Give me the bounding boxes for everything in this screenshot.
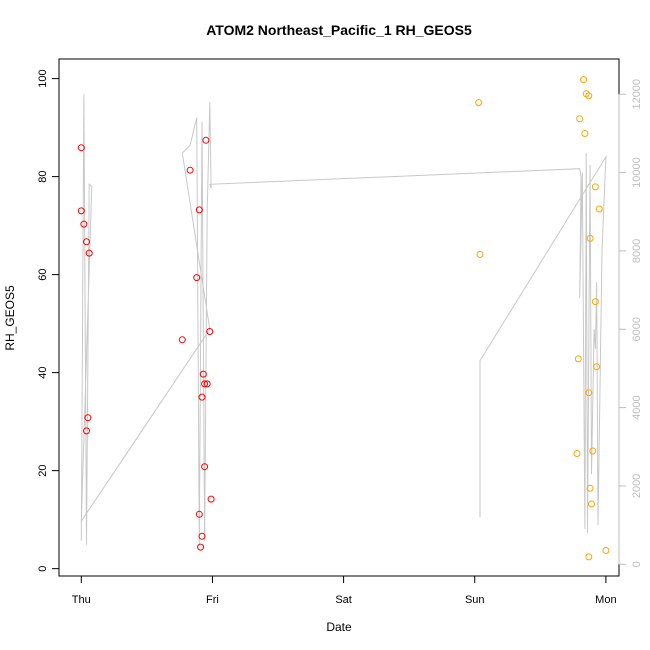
data-point bbox=[586, 484, 594, 492]
data-point bbox=[85, 249, 93, 257]
data-point bbox=[573, 450, 581, 457]
y2-tick-label: 0 bbox=[631, 561, 643, 567]
data-point bbox=[591, 183, 599, 191]
y-tick-label: 80 bbox=[37, 170, 49, 182]
altitude-line bbox=[80, 94, 607, 545]
chart-title: ATOM2 Northeast_Pacific_1 RH_GEOS5 bbox=[206, 22, 472, 38]
data-point bbox=[77, 144, 85, 152]
altitude-line-layer bbox=[80, 94, 607, 545]
data-point bbox=[198, 393, 206, 401]
data-point bbox=[80, 220, 88, 228]
data-point bbox=[589, 447, 597, 455]
x-tick-label: Fri bbox=[206, 594, 219, 606]
data-point bbox=[195, 510, 203, 518]
y2-axis: 0 2000 4000 6000 8000 10000 12000 bbox=[618, 79, 643, 567]
data-point bbox=[199, 370, 207, 378]
data-point bbox=[576, 115, 584, 123]
data-point bbox=[591, 298, 599, 306]
plot-area-frame bbox=[58, 58, 620, 577]
x-tick-label: Thu bbox=[72, 594, 91, 606]
data-point bbox=[203, 380, 211, 388]
data-point bbox=[585, 389, 593, 397]
data-point bbox=[574, 355, 582, 363]
y-axis: 0 20 40 60 80 100 bbox=[37, 69, 60, 572]
data-point bbox=[201, 380, 209, 388]
data-point bbox=[581, 130, 589, 137]
x-axis: Thu Fri Sat Sun Mon bbox=[72, 575, 617, 606]
y-tick-label: 60 bbox=[37, 268, 49, 280]
y-tick-label: 100 bbox=[37, 69, 49, 87]
y2-tick-label: 10000 bbox=[631, 157, 643, 188]
y2-tick-label: 12000 bbox=[631, 79, 643, 110]
data-point bbox=[580, 76, 588, 84]
data-point bbox=[195, 206, 203, 214]
data-point bbox=[475, 99, 483, 107]
data-point bbox=[588, 500, 595, 508]
data-point bbox=[586, 234, 594, 242]
data-point bbox=[186, 166, 194, 174]
data-point bbox=[206, 328, 214, 335]
y2-tick-label: 2000 bbox=[631, 474, 643, 498]
data-point bbox=[178, 336, 186, 344]
y2-tick-label: 6000 bbox=[631, 317, 643, 341]
x-tick-label: Sat bbox=[335, 594, 352, 606]
data-point bbox=[83, 238, 90, 246]
x-axis-label: Date bbox=[326, 620, 352, 634]
data-point bbox=[585, 553, 593, 561]
x-tick-label: Mon bbox=[595, 594, 616, 606]
data-point bbox=[202, 136, 210, 144]
data-point bbox=[593, 363, 601, 371]
y-axis-label: RH_GEOS5 bbox=[3, 285, 17, 351]
y2-tick-label: 4000 bbox=[631, 395, 643, 419]
data-point bbox=[602, 547, 610, 554]
data-point bbox=[197, 543, 205, 551]
data-point bbox=[193, 274, 201, 282]
data-point bbox=[201, 463, 209, 471]
data-point bbox=[198, 532, 206, 540]
data-point bbox=[77, 207, 85, 215]
data-point bbox=[84, 414, 92, 422]
data-point bbox=[83, 427, 90, 435]
data-points-layer bbox=[77, 76, 610, 561]
y-tick-label: 0 bbox=[37, 566, 49, 572]
y-tick-label: 40 bbox=[37, 367, 49, 379]
data-point bbox=[585, 92, 593, 100]
data-point bbox=[207, 495, 215, 503]
data-point bbox=[476, 251, 484, 258]
y-tick-label: 20 bbox=[37, 465, 49, 477]
data-point bbox=[595, 205, 603, 213]
x-tick-label: Sun bbox=[465, 594, 485, 606]
y2-tick-label: 8000 bbox=[631, 239, 643, 263]
